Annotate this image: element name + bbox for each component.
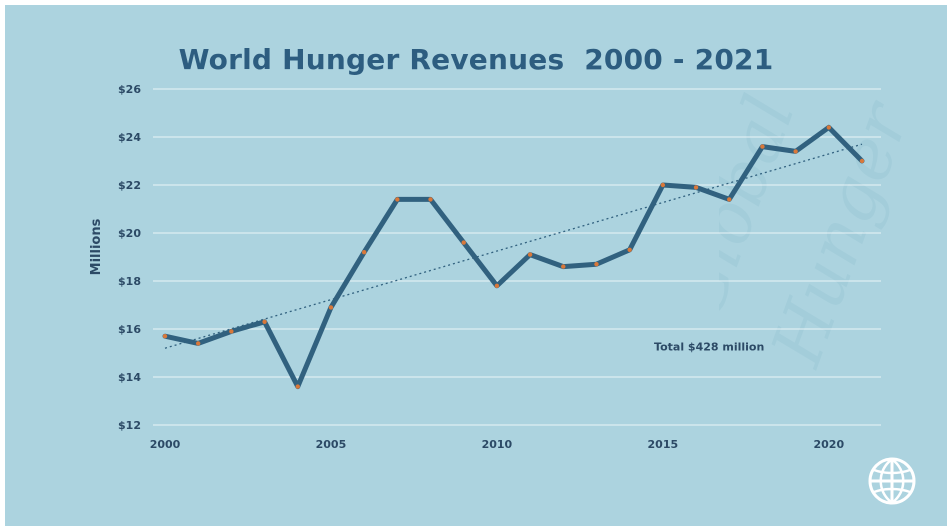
y-tick-label: $20 [118,227,141,240]
x-tick-label: 2020 [813,438,844,451]
data-point [195,341,201,346]
series-layer [162,124,865,390]
data-point [561,264,566,269]
markers-layer [162,125,865,389]
data-point [793,149,798,154]
x-tick-label: 2010 [482,438,513,451]
data-point [461,240,466,245]
y-tick-label: $16 [118,323,141,336]
data-point [727,197,732,202]
data-point [328,305,334,310]
data-point [162,334,168,339]
chart-slide: Global Hunger World Hunger Revenues 2000… [5,5,947,526]
x-tick-label: 2005 [316,438,347,451]
data-point [229,329,234,334]
y-axis-label: Millions [89,218,104,275]
data-point [361,250,367,255]
gridlines [153,88,881,426]
y-tick-label: $24 [118,131,141,144]
data-point [760,144,765,149]
series-line [162,124,865,390]
y-tick-label: $14 [118,371,141,384]
data-point [428,197,433,202]
y-axis-ticks: $12 $14 $16 $18 $20 $22 $24 $26 [118,83,141,432]
data-point [527,252,533,257]
y-tick-label: $22 [118,179,141,192]
data-point [859,158,865,164]
y-tick-label: $26 [118,83,141,96]
data-point [627,247,632,252]
x-axis-ticks: 2000 2005 2010 2015 2020 [150,438,845,451]
data-point [295,384,300,389]
chart-title: World Hunger Revenues 2000 - 2021 [178,43,774,76]
data-point [693,185,699,190]
line-chart: $12 $14 $16 $18 $20 $22 $24 $26 2000 2005 2010 201… [89,83,881,451]
x-tick-label: 2015 [648,438,679,451]
data-point [395,197,400,202]
trendline-layer [164,143,863,349]
data-point [594,262,599,267]
data-point [826,125,832,130]
y-tick-label: $18 [118,275,141,288]
x-tick-label: 2000 [150,438,181,451]
data-point [262,319,267,324]
trendline [164,143,863,349]
total-annotation: Total $428 million [654,341,764,354]
globe-icon [868,457,916,505]
y-tick-label: $12 [118,419,141,432]
data-point [660,182,666,188]
data-point [494,283,500,288]
